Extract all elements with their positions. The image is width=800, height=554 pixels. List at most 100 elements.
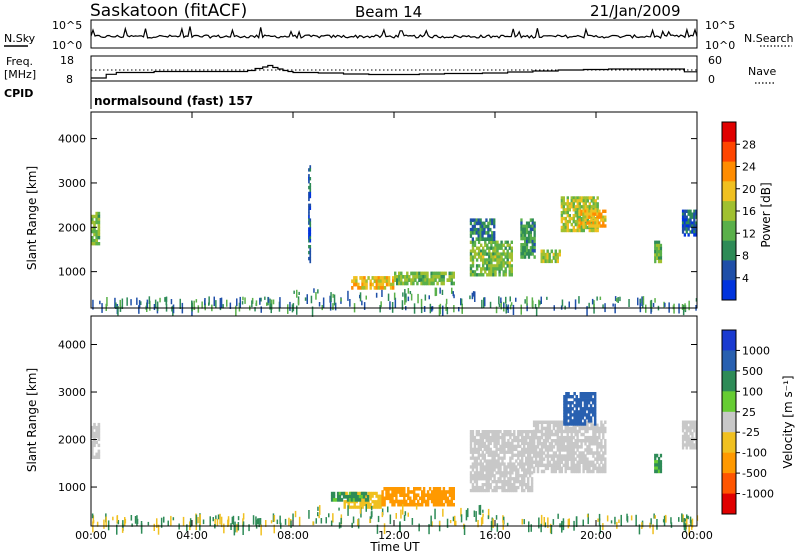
data-cell xyxy=(580,457,583,461)
data-cell xyxy=(498,246,501,250)
data-cell xyxy=(582,196,585,200)
data-cell xyxy=(394,271,397,276)
data-cell xyxy=(403,490,406,494)
data-cell xyxy=(588,224,591,228)
data-cell xyxy=(510,249,513,253)
data-cell xyxy=(407,487,410,491)
data-cell xyxy=(502,264,505,268)
data-cell xyxy=(414,278,417,282)
data-cell xyxy=(527,456,530,460)
data-cell xyxy=(691,212,694,216)
data-cell xyxy=(475,267,479,271)
data-cell xyxy=(693,215,696,219)
data-cell xyxy=(570,199,573,203)
data-cell xyxy=(586,221,589,225)
data-cell xyxy=(602,466,605,471)
data-cell xyxy=(576,225,579,230)
data-cell xyxy=(272,299,275,305)
data-cell xyxy=(197,305,200,313)
data-cell xyxy=(527,430,530,434)
data-cell xyxy=(496,255,499,259)
data-cell xyxy=(649,300,652,309)
data-cell xyxy=(596,228,599,233)
data-cell xyxy=(554,256,557,260)
data-cell xyxy=(695,426,698,430)
data-cell xyxy=(593,398,597,402)
data-cell xyxy=(540,249,543,254)
data-cell xyxy=(467,508,469,518)
data-cell xyxy=(681,443,685,447)
data-cell xyxy=(588,469,591,474)
data-cell xyxy=(531,236,534,241)
data-cell xyxy=(687,221,690,225)
data-cell xyxy=(381,496,384,501)
data-cell xyxy=(481,453,484,457)
data-cell xyxy=(654,460,657,464)
data-cell xyxy=(309,203,312,207)
data-cell xyxy=(593,303,595,314)
data-cell xyxy=(496,249,499,253)
data-cell xyxy=(572,202,575,206)
data-cell xyxy=(592,224,595,228)
data-cell xyxy=(586,420,589,424)
data-cell xyxy=(544,439,548,443)
data-cell xyxy=(596,423,599,428)
data-cell xyxy=(479,465,482,469)
data-cell xyxy=(572,214,575,218)
data-cell xyxy=(544,252,547,257)
data-cell xyxy=(340,491,344,496)
data-cell xyxy=(93,226,96,231)
data-cell xyxy=(377,494,380,498)
data-cell xyxy=(416,275,419,279)
data-cell xyxy=(683,437,686,441)
data-cell xyxy=(422,490,426,494)
data-cell xyxy=(479,221,482,226)
data-cell xyxy=(373,500,376,504)
data-cell xyxy=(590,435,593,440)
data-cell xyxy=(232,515,235,525)
data-cell xyxy=(691,420,694,424)
data-cell xyxy=(481,471,484,475)
data-cell xyxy=(503,485,506,490)
data-cell xyxy=(479,459,482,463)
data-cell xyxy=(681,420,685,424)
data-cell xyxy=(471,237,474,241)
data-cell xyxy=(91,431,94,436)
data-cell xyxy=(532,432,536,437)
data-cell xyxy=(353,279,356,284)
data-cell xyxy=(469,240,473,244)
data-cell xyxy=(469,430,473,434)
data-cell xyxy=(503,465,506,469)
data-cell xyxy=(487,515,490,520)
data-cell xyxy=(588,228,591,233)
data-cell xyxy=(589,398,593,402)
data-cell xyxy=(592,454,595,458)
data-cell xyxy=(544,454,548,458)
data-cell xyxy=(404,281,407,286)
data-cell xyxy=(560,466,563,471)
data-cell xyxy=(570,454,573,458)
data-cell xyxy=(505,488,508,493)
data-cell xyxy=(527,450,530,454)
data-cell xyxy=(552,256,555,260)
data-cell xyxy=(513,453,516,457)
data-cell xyxy=(528,456,532,460)
data-cell xyxy=(487,483,490,487)
data-cell xyxy=(505,474,508,478)
data-cell xyxy=(505,480,508,484)
data-cell xyxy=(91,455,94,459)
data-cell xyxy=(586,199,589,203)
data-cell xyxy=(475,264,479,268)
data-cell xyxy=(507,465,510,469)
data-cell xyxy=(566,463,569,468)
data-cell xyxy=(434,502,438,507)
data-cell xyxy=(399,499,402,504)
data-cell xyxy=(502,249,505,253)
data-cell xyxy=(369,491,372,495)
data-cell xyxy=(594,435,597,440)
data-cell xyxy=(490,252,493,256)
data-cell xyxy=(315,518,317,524)
data-cell xyxy=(365,504,367,512)
data-cell xyxy=(635,514,637,526)
data-cell xyxy=(569,401,572,405)
